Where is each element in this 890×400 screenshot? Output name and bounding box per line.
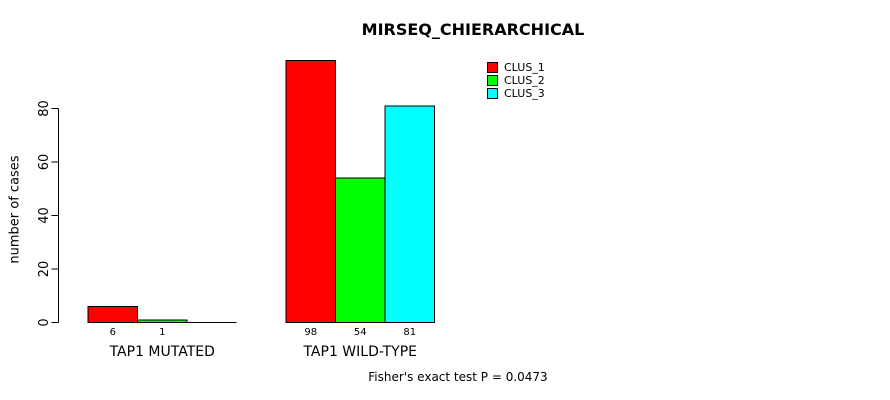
legend-row: CLUS_3 [487, 88, 545, 99]
legend-row: CLUS_1 [487, 62, 545, 73]
legend-row: CLUS_2 [487, 75, 545, 86]
bar-value-label: 1 [159, 327, 165, 338]
bar [384, 105, 435, 323]
chart-title: MIRSEQ_CHIERARCHICAL [361, 20, 585, 39]
bar [285, 59, 336, 323]
legend-swatch [487, 88, 498, 99]
legend-swatch [487, 75, 498, 86]
x-category-label: TAP1 MUTATED [109, 344, 215, 360]
bar [87, 305, 138, 324]
bar-value-label: 6 [110, 327, 116, 338]
bar-value-label: 98 [304, 327, 317, 338]
legend-swatch [487, 62, 498, 73]
y-tick-label: 20 [37, 261, 52, 278]
fisher-test-note: Fisher's exact test P = 0.0473 [368, 370, 548, 384]
y-tick-label: 60 [37, 154, 52, 171]
y-tick-label: 80 [37, 100, 52, 117]
legend-label: CLUS_1 [504, 61, 545, 74]
legend: CLUS_1 CLUS_2 CLUS_3 [487, 62, 545, 99]
y-tick-label: 0 [37, 318, 52, 326]
bar [335, 177, 386, 323]
y-tick-label: 40 [37, 207, 52, 224]
bar-value-label: 54 [354, 327, 367, 338]
bar [137, 319, 188, 324]
x-category-label: TAP1 WILD-TYPE [302, 344, 417, 360]
legend-label: CLUS_2 [504, 74, 545, 87]
bar-value-label: 81 [403, 327, 416, 338]
legend-label: CLUS_3 [504, 87, 545, 100]
